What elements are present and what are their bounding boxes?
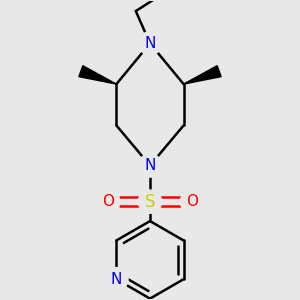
Text: N: N	[144, 158, 156, 173]
Polygon shape	[184, 66, 221, 84]
Text: O: O	[102, 194, 114, 209]
Circle shape	[105, 268, 128, 291]
Circle shape	[138, 190, 162, 213]
Polygon shape	[79, 66, 116, 84]
Circle shape	[138, 32, 162, 55]
Text: O: O	[186, 194, 198, 209]
Circle shape	[96, 190, 120, 213]
Text: N: N	[144, 36, 156, 51]
Circle shape	[180, 190, 204, 213]
Text: N: N	[111, 272, 122, 287]
Circle shape	[138, 154, 162, 177]
Text: S: S	[145, 193, 155, 211]
